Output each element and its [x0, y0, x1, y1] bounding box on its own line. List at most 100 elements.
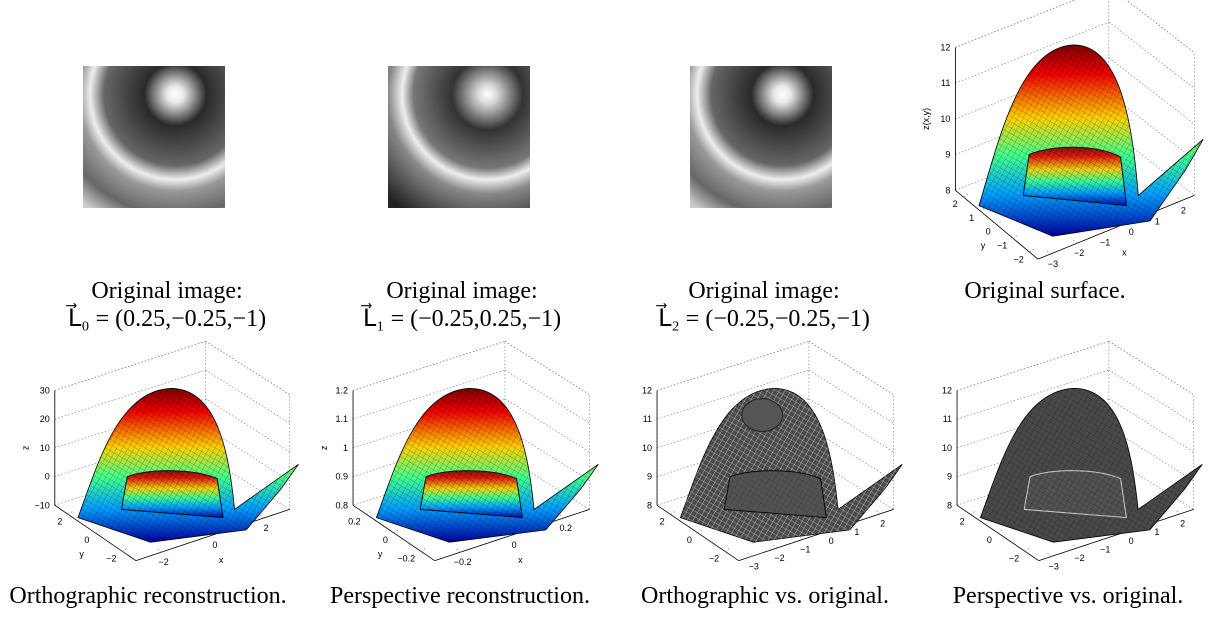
x-tick-label: 2 [1181, 206, 1186, 216]
grid-line [957, 341, 1109, 390]
grid-line [1073, 240, 1077, 243]
x-tick-label: −3 [1048, 259, 1058, 269]
x-tick-label: −3 [749, 561, 759, 571]
y-tick-label: −2 [1013, 254, 1023, 264]
caption: Orthographic vs. original. [641, 583, 889, 609]
z-tick-label: 9 [945, 150, 950, 160]
grid-line [394, 530, 398, 533]
grid-line [158, 549, 162, 552]
x-tick-label: 2 [1180, 519, 1185, 529]
z-tick-label: 8 [947, 500, 952, 510]
z-tick-label: 1 [343, 443, 348, 453]
x-tick-label: 0.2 [560, 523, 573, 533]
y-tick-label: 2 [660, 517, 665, 527]
caption: L⃗₂ = (−0.25,−0.25,−1) [656, 303, 870, 332]
x-tick-label: −2 [158, 557, 168, 567]
grid-line [657, 341, 809, 390]
z-tick-label: 11 [941, 78, 950, 88]
x-axis-label: x [219, 555, 224, 565]
z-axis-label: z [319, 445, 329, 450]
y-axis-label: y [378, 549, 383, 559]
z-tick-label: 10 [942, 443, 952, 453]
grid-line [773, 545, 777, 548]
y-tick-label: 0 [987, 535, 992, 545]
overlap-region [742, 399, 783, 432]
grid-line [971, 512, 975, 515]
grid-line [353, 341, 505, 390]
x-tick-label: 1 [1154, 527, 1159, 537]
grid-line [799, 536, 803, 539]
grid-line [955, 0, 1108, 48]
y-tick-label: 2 [953, 199, 958, 209]
figure: Original image:L⃗₀ = (0.25,−0.25,−1)Orig… [0, 0, 1218, 621]
plateau-mesh [1024, 471, 1126, 518]
z-tick-label: 12 [940, 43, 950, 53]
y-tick-label: 0 [383, 535, 388, 545]
grid-line [980, 208, 984, 211]
y-tick-label: 0 [84, 535, 89, 545]
x-tick-label: 2 [264, 523, 269, 533]
x-tick-label: −0.2 [454, 557, 472, 567]
shaded-image [83, 66, 225, 208]
plateau-mesh [1023, 147, 1126, 205]
shaded-image [388, 66, 530, 208]
z-axis-label: z [21, 445, 31, 450]
grid-line [1109, 0, 1195, 53]
z-tick-label: 11 [643, 414, 652, 424]
grid-line [1177, 511, 1181, 514]
grid-line [955, 0, 1108, 48]
x-tick-label: 2 [880, 519, 885, 529]
grid-line [1047, 251, 1051, 254]
caption: Orthographic reconstruction. [9, 583, 286, 609]
y-tick-label: 0 [687, 535, 692, 545]
grid-line [1013, 235, 1017, 238]
x-tick-label: 1 [1155, 216, 1160, 226]
grid-line [1109, 0, 1195, 53]
plateau-mesh [122, 471, 224, 518]
grid-line [457, 549, 461, 552]
grid-line [367, 512, 371, 515]
plateau-mesh [420, 471, 522, 518]
grid-line [725, 548, 729, 551]
z-axis-label: z(x,y) [921, 108, 931, 130]
x-tick-label: −1 [1100, 238, 1110, 248]
grid-line [68, 512, 72, 515]
z-tick-label: 12 [942, 386, 952, 396]
x-tick-label: 0 [829, 536, 834, 546]
grid-line [505, 370, 590, 423]
caption: Original image: [91, 278, 242, 304]
caption: L⃗₀ = (0.25,−0.25,−1) [65, 303, 266, 332]
caption: Perspective vs. original. [953, 583, 1184, 609]
shaded-image [690, 66, 832, 208]
grid-line [1025, 548, 1029, 551]
y-axis-label: y [981, 241, 986, 251]
grid-line [657, 341, 809, 390]
z-tick-label: 10 [40, 443, 50, 453]
x-tick-label: 0 [512, 540, 517, 550]
caption: Perspective reconstruction. [330, 583, 590, 609]
caption: Original surface. [964, 278, 1125, 304]
z-tick-label: 10 [642, 443, 652, 453]
grid-line [1048, 553, 1052, 556]
caption: Original image: [386, 278, 537, 304]
grid-line [809, 370, 894, 423]
x-tick-label: −1 [1100, 544, 1110, 554]
grid-line [809, 341, 894, 394]
grid-line [260, 515, 264, 518]
x-tick-label: 0 [1129, 536, 1134, 546]
x-tick-label: 0 [212, 540, 217, 550]
z-tick-label: 0.9 [336, 472, 349, 482]
grid-line [55, 341, 206, 390]
z-tick-label: 1.2 [336, 386, 349, 396]
y-axis-label: y [79, 549, 84, 559]
grid-line [957, 341, 1109, 390]
x-tick-label: −2 [774, 553, 784, 563]
z-tick-label: 8 [647, 500, 652, 510]
grid-line [560, 515, 564, 518]
y-tick-label: −0.2 [397, 553, 415, 563]
grid-line [505, 341, 590, 394]
grid-line [206, 341, 290, 394]
z-tick-label: 9 [947, 472, 952, 482]
grid-line [1177, 198, 1181, 201]
grid-line [1073, 545, 1077, 548]
